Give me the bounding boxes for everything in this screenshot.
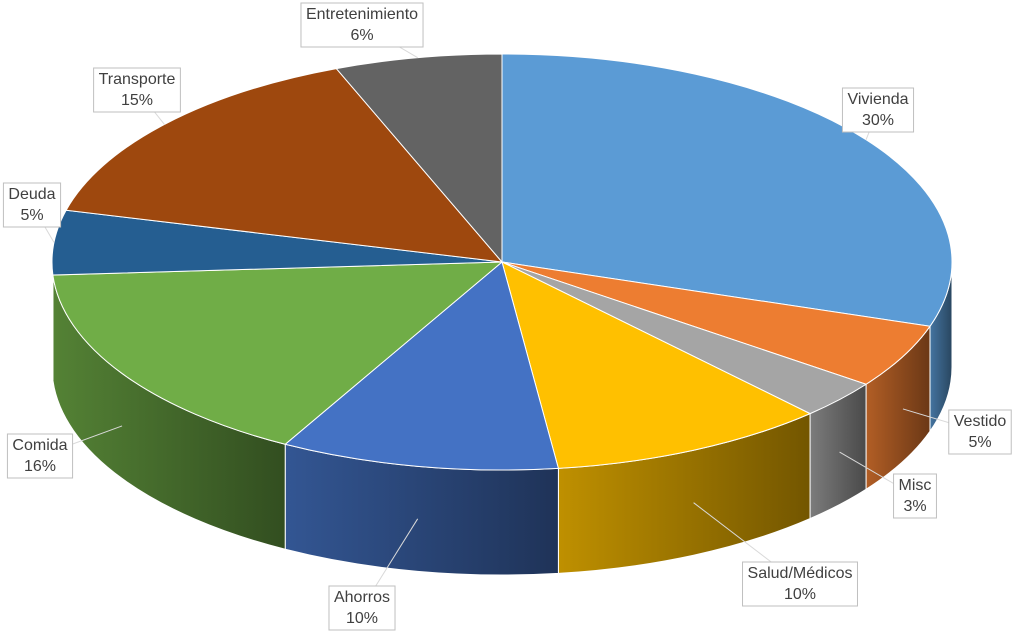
label-category: Deuda <box>8 186 55 203</box>
label-value: 10% <box>784 586 816 603</box>
label-category: Salud/Médicos <box>748 565 853 582</box>
slice-top <box>335 53 503 264</box>
slice-top <box>501 261 812 469</box>
label-category: Ahorros <box>334 589 390 606</box>
label-category: Entretenimiento <box>306 6 418 23</box>
label-category: Vivienda <box>847 91 908 108</box>
label-box <box>893 473 937 519</box>
label-box <box>300 2 424 48</box>
label-value: 5% <box>20 207 43 224</box>
label-box <box>6 433 74 479</box>
label-value: 3% <box>903 498 926 515</box>
label-value: 6% <box>350 27 373 44</box>
label-box <box>328 585 396 631</box>
label-category: Misc <box>899 477 932 494</box>
slice-top <box>501 53 953 327</box>
slice-top <box>52 261 504 445</box>
label-box <box>841 87 915 133</box>
label-box <box>93 67 181 113</box>
label-category: Comida <box>12 437 67 454</box>
pie-sides <box>51 261 953 576</box>
label-value: 15% <box>121 92 153 109</box>
label-value: 10% <box>346 610 378 627</box>
data-labels: Vivienda 30% Vestido 5% Misc 3% Salud/Médicos 1… <box>2 2 1012 631</box>
label-box <box>742 561 858 607</box>
slice-top <box>65 68 504 263</box>
label-value: 5% <box>968 434 991 451</box>
label-box <box>948 409 1012 455</box>
label-value: 30% <box>862 112 894 129</box>
label-box <box>2 182 62 228</box>
pie-tops <box>51 53 953 471</box>
label-category: Vestido <box>954 413 1007 430</box>
slice-top <box>284 261 560 471</box>
label-value: 16% <box>24 458 56 475</box>
slice-side <box>51 261 54 381</box>
label-category: Transporte <box>99 71 176 88</box>
